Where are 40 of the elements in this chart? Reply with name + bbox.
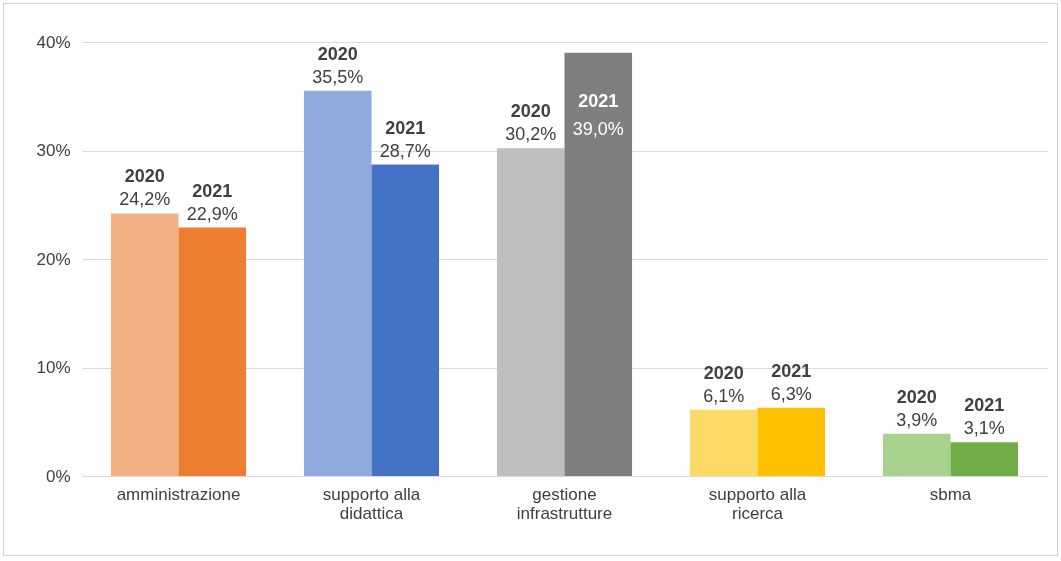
text: 2021	[192, 180, 233, 201]
data-label: 3,1%	[963, 418, 1005, 439]
y-tick-label: 30%	[36, 141, 71, 160]
x-tick-label: sbma	[929, 484, 972, 504]
x-tick-label: supporto alla didattica	[322, 484, 421, 523]
text: 2020	[703, 362, 744, 383]
text: 2020	[317, 43, 358, 64]
data-label: 35,5%	[312, 66, 364, 87]
bar	[564, 52, 633, 476]
bar	[689, 409, 758, 476]
x-tick-label: supporto alla ricerca	[708, 484, 807, 523]
x-tick-label: gestione infrastrutture	[516, 484, 613, 523]
bar	[757, 407, 826, 476]
text: 2021	[385, 117, 426, 138]
bar	[303, 90, 372, 476]
text: 2021	[964, 395, 1005, 416]
y-tick-label: 20%	[36, 249, 71, 269]
data-label: 3,9%	[896, 409, 938, 430]
bar	[178, 227, 247, 476]
y-tick-label: 10%	[36, 358, 71, 377]
data-label: 6,3%	[770, 383, 812, 404]
series-label: 2021	[578, 90, 619, 111]
text: 2021	[771, 360, 812, 381]
text: 2020	[510, 101, 551, 122]
bar	[882, 433, 951, 476]
data-label: 28,7%	[379, 140, 431, 161]
text: 2020	[896, 386, 937, 407]
series-label: 2020	[124, 166, 165, 187]
data-label: 24,2%	[119, 189, 171, 210]
data-label: 22,9%	[186, 203, 238, 224]
data-label: 30,2%	[505, 124, 557, 145]
y-tick-label: 0%	[45, 466, 71, 486]
bar	[496, 148, 565, 476]
bar	[371, 164, 440, 476]
bar	[110, 213, 179, 476]
y-tick-label: 40%	[36, 32, 71, 52]
x-tick-label: amministrazione	[116, 484, 241, 504]
data-label: 39,0%	[572, 118, 624, 139]
data-label: 6,1%	[703, 385, 745, 406]
bar	[950, 442, 1019, 476]
